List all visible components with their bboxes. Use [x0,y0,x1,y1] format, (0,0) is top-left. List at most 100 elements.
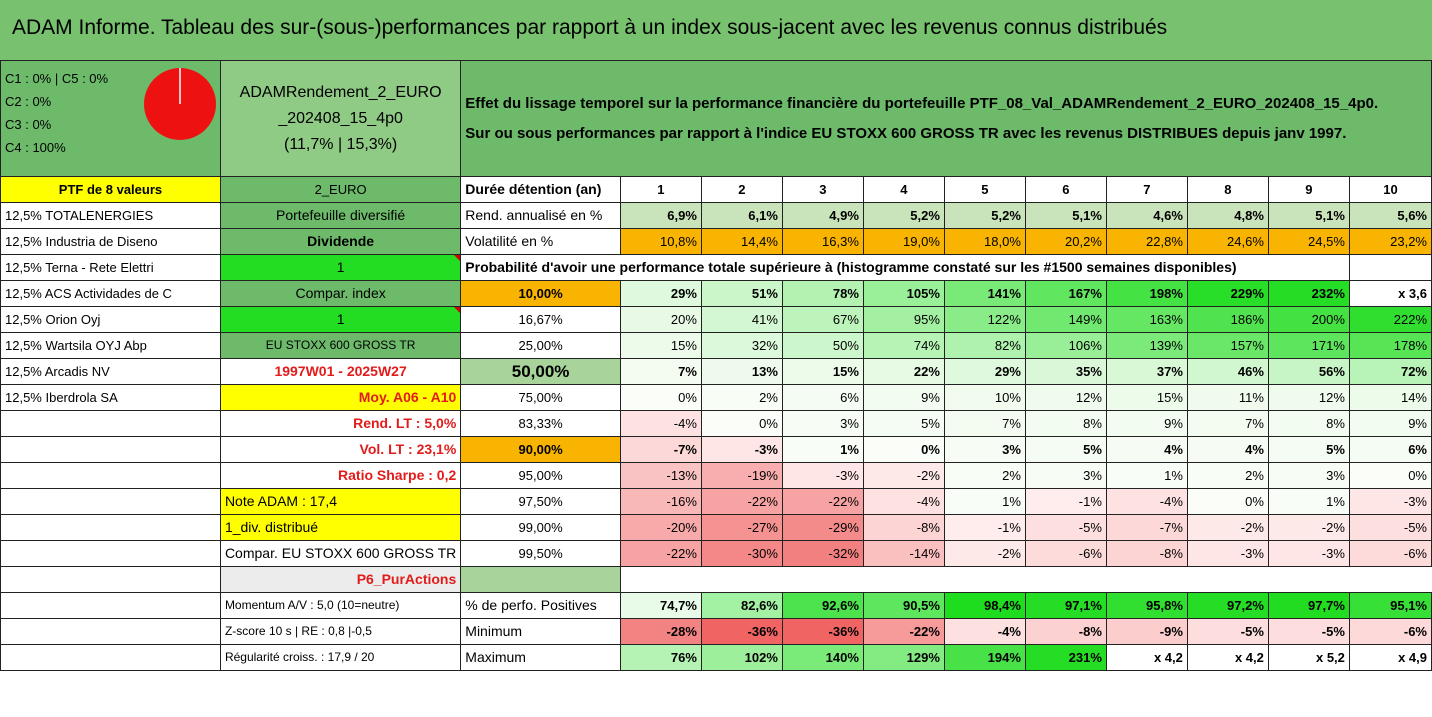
alloc-line: C4 : 100% [5,140,66,155]
annual-return-3: 4,9% [781,202,864,229]
maximum-1: 76% [619,644,702,671]
probability-header: Probabilité d'avoir une performance tota… [460,254,1350,281]
year-header-9: 9 [1267,176,1350,203]
quantile-6-year-7: 9% [1105,410,1188,437]
minimum-3: -36% [781,618,864,645]
quantile-2-year-1: 20% [619,306,702,333]
dividend-count: 1_div. distribué [219,514,462,541]
quantile-8-year-9: 3% [1267,462,1350,489]
blank-cell [619,566,1432,593]
fund-name-line1: ADAMRendement_2_EURO [239,83,442,101]
alloc-line: C3 : 0% [5,117,52,132]
quantile-3-year-3: 50% [781,332,864,359]
quantile-9-year-7: -4% [1105,488,1188,515]
positive-pct-4: 90,5% [862,592,945,619]
minimum-6: -8% [1024,618,1107,645]
alloc-line: C1 : 0% | C5 : 0% [5,71,109,86]
year-header-1: 1 [619,176,702,203]
quantile-4-year-1: 7% [619,358,702,385]
quantile-6-year-6: 8% [1024,410,1107,437]
fund-name-line2: _202408_15_4p0 [278,109,403,127]
allocation-cell: C1 : 0% | C5 : 0% C2 : 0% C3 : 0% C4 : 1… [0,60,221,177]
quantile-10-year-8: -2% [1186,514,1269,541]
positive-performance-label: % de perfo. Positives [460,592,621,619]
performance-table: C1 : 0% | C5 : 0% C2 : 0% C3 : 0% C4 : 1… [0,60,1432,671]
quantile-9-year-1: -16% [619,488,702,515]
quantile-7-year-9: 5% [1267,436,1350,463]
year-header-8: 8 [1186,176,1269,203]
quantile-8-year-4: -2% [862,462,945,489]
quantile-7-year-4: 0% [862,436,945,463]
quantile-9-year-3: -22% [781,488,864,515]
quantile-10-year-3: -29% [781,514,864,541]
average-label: Moy. A06 - A10 [219,384,462,411]
holding-7: 12,5% Arcadis NV [0,358,221,385]
quantile-3-year-7: 139% [1105,332,1188,359]
annual-return-5: 5,2% [943,202,1026,229]
annual-return-9: 5,1% [1267,202,1350,229]
holding-2: 12,5% Industria de Diseno [0,228,221,255]
quantile-6-year-9: 8% [1267,410,1350,437]
positive-pct-1: 74,7% [619,592,702,619]
quantile-9-year-8: 0% [1186,488,1269,515]
quantile-7-year-7: 4% [1105,436,1188,463]
quantile-2-year-3: 67% [781,306,864,333]
positive-pct-5: 98,4% [943,592,1026,619]
quantile-5-year-1: 0% [619,384,702,411]
quantile-5-year-10: 14% [1348,384,1432,411]
quantile-8-year-6: 3% [1024,462,1107,489]
period-label: 1997W01 - 2025W27 [219,358,462,385]
year-header-5: 5 [943,176,1026,203]
quantile-3-year-8: 157% [1186,332,1269,359]
minimum-7: -9% [1105,618,1188,645]
allocation-pie-chart [144,68,216,140]
quantile-2-year-9: 200% [1267,306,1350,333]
quantile-1-year-5: 141% [943,280,1026,307]
blank-cell [0,462,221,489]
quantile-5-year-2: 2% [700,384,783,411]
maximum-7: x 4,2 [1105,644,1188,671]
quantile-7-year-2: -3% [700,436,783,463]
annual-return-label: Rend. annualisé en % [460,202,621,229]
minimum-2: -36% [700,618,783,645]
quantile-2-year-7: 163% [1105,306,1188,333]
maximum-9: x 5,2 [1267,644,1350,671]
quantile-8-year-8: 2% [1186,462,1269,489]
volatility-4: 19,0% [862,228,945,255]
positive-pct-7: 95,8% [1105,592,1188,619]
quantile-7-year-5: 3% [943,436,1026,463]
quantile-11-year-6: -6% [1024,540,1107,567]
volatility-2: 14,4% [700,228,783,255]
holding-1: 12,5% TOTALENERGIES [0,202,221,229]
quantile-11-year-1: -22% [619,540,702,567]
quantile-4-year-9: 56% [1267,358,1350,385]
maximum-4: 129% [862,644,945,671]
maximum-5: 194% [943,644,1026,671]
quantile-1-year-6: 167% [1024,280,1107,307]
volatility-1: 10,8% [619,228,702,255]
quantile-1-year-7: 198% [1105,280,1188,307]
quantile-11-year-5: -2% [943,540,1026,567]
positive-pct-9: 97,7% [1267,592,1350,619]
positive-pct-3: 92,6% [781,592,864,619]
quantile-5-year-8: 11% [1186,384,1269,411]
holding-8: 12,5% Iberdrola SA [0,384,221,411]
adam-score: Note ADAM : 17,4 [219,488,462,515]
quantile-10-year-9: -2% [1267,514,1350,541]
annual-return-1: 6,9% [619,202,702,229]
quantile-10-year-6: -5% [1024,514,1107,541]
quantile-3-year-5: 82% [943,332,1026,359]
quantile-8-year-7: 1% [1105,462,1188,489]
quantile-8-year-10: 0% [1348,462,1432,489]
holding-4: 12,5% ACS Actividades de C [0,280,221,307]
dividend-label: Dividende [219,228,462,255]
quantile-3-year-9: 171% [1267,332,1350,359]
annual-return-4: 5,2% [862,202,945,229]
volatility-7: 22,8% [1105,228,1188,255]
quantile-8-year-3: -3% [781,462,864,489]
compare-eu-label: Compar. EU STOXX 600 GROSS TR [219,540,462,567]
quantile-label: 97,50% [460,488,621,515]
quantile-10-year-7: -7% [1105,514,1188,541]
strategy-label: P6_PurActions [219,566,462,593]
quantile-8-year-5: 2% [943,462,1026,489]
